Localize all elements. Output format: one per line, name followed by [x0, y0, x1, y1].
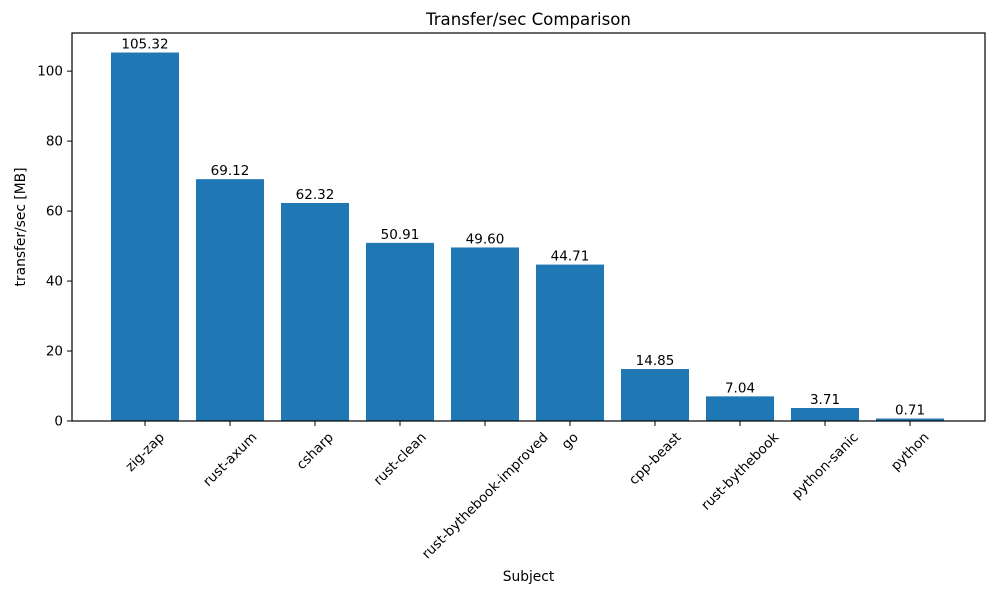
- bar: [706, 396, 774, 421]
- chart-title: Transfer/sec Comparison: [426, 10, 631, 29]
- x-tick-label: cpp-beast: [626, 430, 685, 489]
- bar: [196, 179, 264, 421]
- bar: [451, 247, 519, 421]
- x-tick-label: rust-bythebook-improved: [419, 430, 552, 563]
- bar-value-label: 105.32: [121, 37, 168, 53]
- x-axis-label: Subject: [502, 569, 555, 585]
- bar: [791, 408, 859, 421]
- bar: [281, 202, 349, 421]
- bar-value-label: 0.71: [895, 403, 925, 419]
- bar-value-label: 44.71: [551, 249, 590, 265]
- axes-frame: [71, 32, 986, 422]
- y-tick-label: 100: [37, 64, 63, 80]
- x-tick-label: zig-zap: [122, 430, 167, 475]
- y-tick-label: 60: [46, 204, 63, 220]
- x-tick-label: go: [559, 430, 582, 453]
- bar-value-label: 49.60: [466, 231, 505, 247]
- bar: [366, 242, 434, 421]
- x-tick-label: rust-clean: [371, 430, 430, 489]
- bar-value-label: 14.85: [636, 353, 675, 369]
- bar: [111, 52, 179, 421]
- x-tick-label: rust-bythebook: [698, 429, 782, 513]
- bar: [536, 264, 604, 421]
- x-tick-label: csharp: [293, 430, 336, 473]
- bar-value-label: 3.71: [810, 392, 840, 408]
- y-tick-label: 0: [54, 414, 63, 430]
- bar-value-label: 62.32: [296, 187, 335, 203]
- bar-value-label: 50.91: [381, 227, 420, 243]
- y-tick-label: 20: [46, 344, 63, 360]
- bar-value-label: 69.12: [211, 163, 250, 179]
- bar-value-label: 7.04: [725, 380, 755, 396]
- y-tick-label: 80: [46, 134, 63, 150]
- y-tick-label: 40: [46, 274, 63, 290]
- x-tick-label: python: [888, 430, 933, 475]
- x-tick-label: rust-axum: [200, 430, 260, 490]
- bar: [621, 369, 689, 421]
- x-tick-label: python-sanic: [789, 430, 862, 503]
- bar: [876, 418, 944, 421]
